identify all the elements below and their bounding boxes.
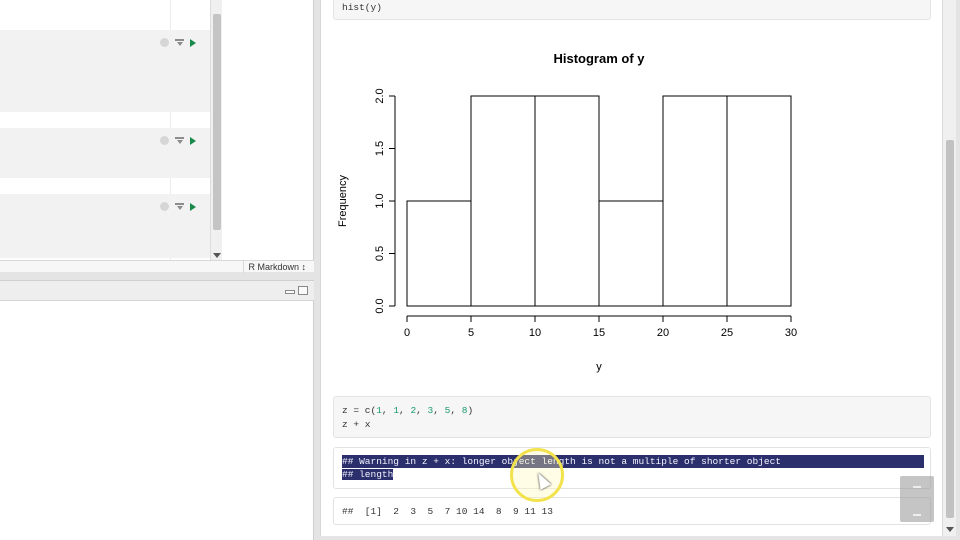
x-tick-label: 30: [785, 327, 797, 339]
numeric-literal: 3: [427, 405, 434, 416]
console-pane-header: [0, 281, 314, 301]
y-tick-label: 1.0: [374, 193, 386, 208]
run-chunk-icon[interactable]: [190, 136, 196, 145]
editor-scrollbar[interactable]: [210, 0, 222, 260]
x-tick-label: 15: [593, 327, 605, 339]
x-tick-label: 0: [404, 327, 410, 339]
histogram-bar: [598, 200, 664, 307]
numeric-literal: 8: [461, 405, 468, 416]
html-preview-pane: hist(y) Histogram of y Frequency y 0 5 10 1…: [320, 0, 942, 536]
warning-line[interactable]: ## Warning in z + x: longer object lengt…: [342, 455, 924, 468]
run-chunk-icon[interactable]: [190, 38, 196, 47]
x-tick-label: 20: [657, 327, 669, 339]
code-block: hist(y): [333, 0, 931, 20]
code-text: ): [467, 405, 474, 416]
chunk-toolbar: [160, 38, 196, 47]
histogram-plot: Histogram of y Frequency y 0 5 10 15 20 25 30 …: [321, 40, 943, 385]
x-tick-label: 10: [529, 327, 541, 339]
x-tick-label: 5: [468, 327, 474, 339]
numeric-literal: 2: [410, 405, 417, 416]
chart-title: Histogram of y: [553, 51, 645, 66]
y-tick-label: 1.5: [374, 141, 386, 156]
numeric-literal: 1: [393, 405, 400, 416]
console-pane: [0, 280, 314, 540]
chunk-options-icon[interactable]: [160, 202, 169, 211]
chunk-options-icon[interactable]: [160, 38, 169, 47]
histogram-bar: [406, 200, 472, 307]
editor-scrollbar-thumb[interactable]: [213, 14, 221, 230]
chunk-toolbar: [160, 136, 196, 145]
code-chunk[interactable]: [0, 194, 210, 258]
x-axis: 0 5 10 15 20 25 30: [404, 315, 797, 339]
histogram-bar: [662, 95, 728, 307]
cursor-highlight-ring: [510, 448, 564, 502]
histogram-bar: [726, 95, 792, 307]
code-chunk[interactable]: [0, 128, 210, 178]
y-axis: 0.0 0.5 1.0 1.5 2.0: [374, 88, 396, 314]
x-axis-label: y: [596, 361, 602, 373]
histogram-bars: [406, 95, 792, 307]
y-tick-label: 0.0: [374, 298, 386, 313]
preview-scrollbar[interactable]: [942, 0, 956, 536]
y-tick-label: 0.5: [374, 246, 386, 261]
maximize-pane-icon[interactable]: [298, 286, 308, 295]
result-line: ## [1] 2 3 5 7 10 14 8 9 11 13: [342, 506, 553, 517]
run-previous-chunks-icon[interactable]: [175, 136, 184, 145]
numeric-literal: 5: [444, 405, 451, 416]
minimize-pane-icon[interactable]: [285, 290, 295, 294]
watermark-logo-icon: [900, 476, 934, 522]
result-output-block: ## [1] 2 3 5 7 10 14 8 9 11 13: [333, 497, 931, 525]
run-previous-chunks-icon[interactable]: [175, 202, 184, 211]
selected-text[interactable]: ## length: [342, 469, 394, 480]
chunk-options-icon[interactable]: [160, 136, 169, 145]
code-text: z = c(: [342, 405, 377, 416]
code-chunk[interactable]: [0, 30, 210, 112]
histogram-svg: Histogram of y Frequency y 0 5 10 15 20 25 30 …: [337, 51, 797, 373]
warning-line[interactable]: ## length: [342, 468, 922, 481]
histogram-bar: [470, 95, 536, 307]
scroll-down-arrow-icon[interactable]: [213, 253, 221, 258]
chunk-toolbar: [160, 202, 196, 211]
y-axis-label: Frequency: [337, 175, 349, 227]
preview-scrollbar-thumb[interactable]: [946, 140, 954, 518]
code-line: z + x: [342, 419, 371, 430]
code-line: hist(y): [342, 2, 382, 13]
x-tick-label: 25: [721, 327, 733, 339]
warning-output-block: ## Warning in z + x: longer object lengt…: [333, 447, 931, 489]
numeric-literal: 1: [376, 405, 382, 416]
editor-status-bar: R Markdown ↕: [0, 260, 314, 273]
run-previous-chunks-icon[interactable]: [175, 38, 184, 47]
selected-text[interactable]: ## Warning in z + x: longer object lengt…: [342, 455, 924, 468]
scroll-down-arrow-icon[interactable]: [946, 527, 954, 532]
code-block: z = c(1, 1, 2, 3, 5, 8) z + x: [333, 396, 931, 438]
code-line: z = c(1, 1, 2, 3, 5, 8): [342, 405, 474, 416]
source-editor-pane: R Markdown ↕: [0, 0, 314, 273]
histogram-bar: [534, 95, 600, 307]
document-type-selector[interactable]: R Markdown ↕: [243, 261, 310, 273]
run-chunk-icon[interactable]: [190, 202, 196, 211]
y-tick-label: 2.0: [374, 88, 386, 103]
